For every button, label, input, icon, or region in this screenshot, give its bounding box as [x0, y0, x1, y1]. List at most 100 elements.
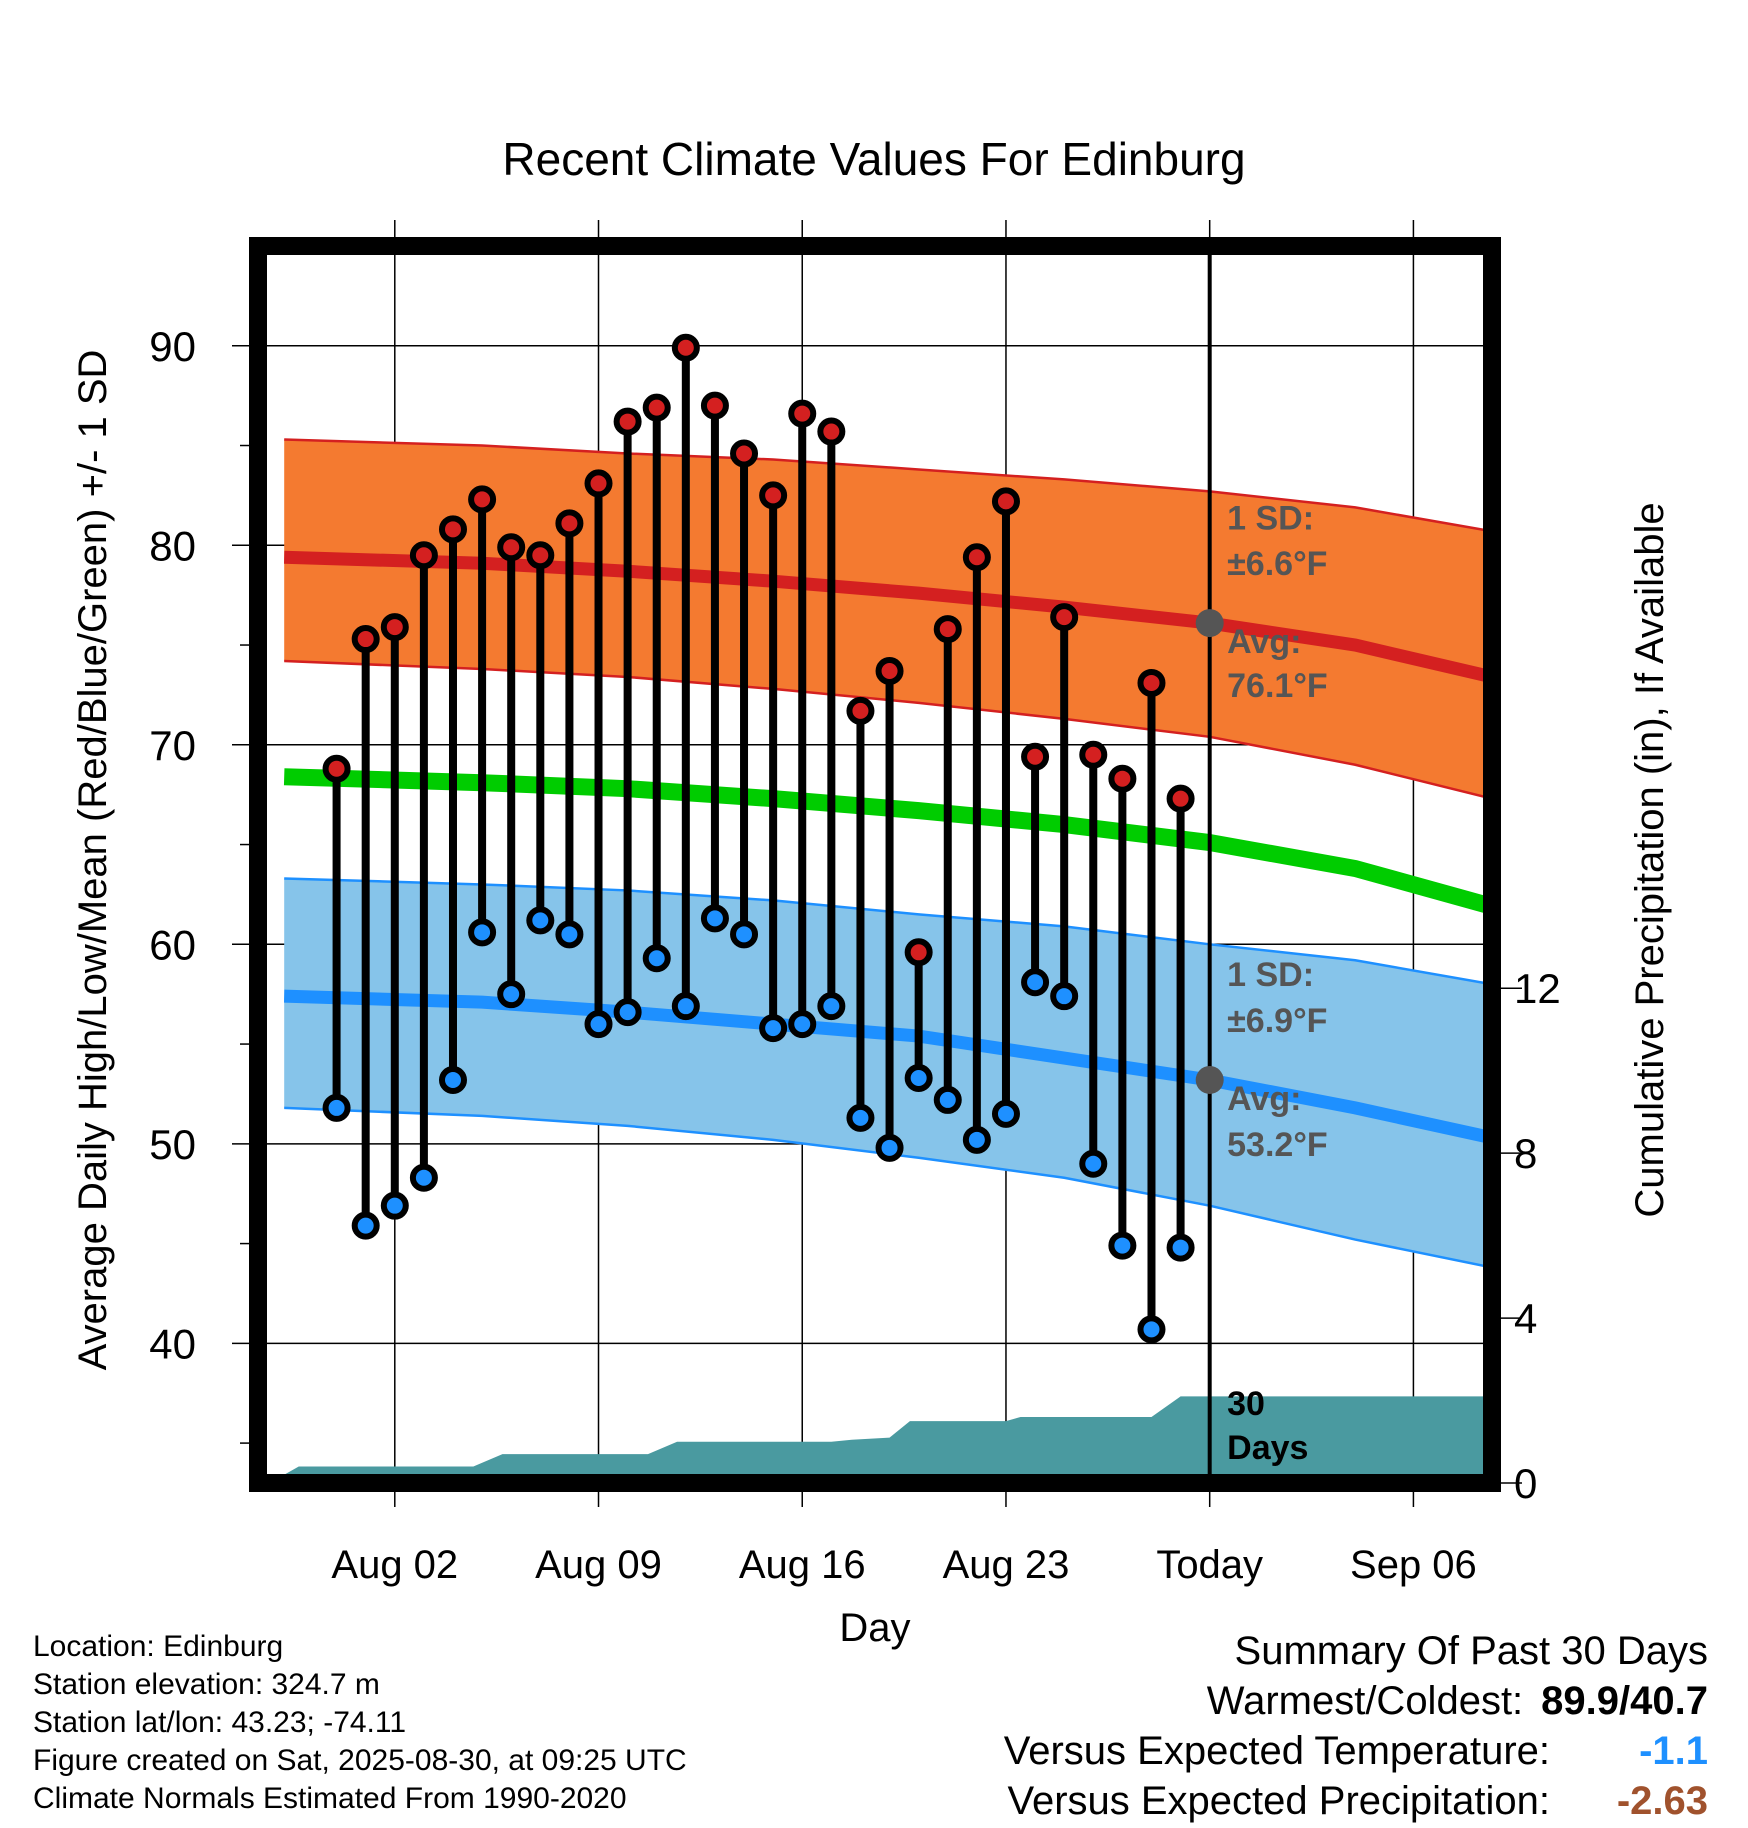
- daily-high-point: [409, 541, 438, 570]
- normal-annotation: 76.1°F: [1227, 667, 1328, 705]
- temp-anomaly-row: Versus Expected Temperature: -1.1: [1004, 1726, 1708, 1776]
- normal-annotation: Avg:: [1227, 1080, 1301, 1118]
- daily-high-point: [497, 533, 526, 562]
- daily-low-point: [497, 980, 526, 1009]
- daily-high-point: [962, 543, 991, 572]
- daily-high-point: [1021, 742, 1050, 771]
- daily-low-point: [933, 1085, 962, 1114]
- daily-high-point: [904, 938, 933, 967]
- days-window-label: Days: [1227, 1429, 1308, 1467]
- x-tick-label: Today: [1156, 1543, 1263, 1587]
- days-window-label: 30: [1227, 1385, 1265, 1423]
- daily-low-point: [468, 918, 497, 947]
- daily-high-point: [322, 754, 351, 783]
- normal-annotation: Avg:: [1227, 623, 1301, 661]
- daily-high-point: [613, 407, 642, 436]
- y2-tick-label: 12: [1514, 965, 1561, 1012]
- daily-high-point: [1050, 603, 1079, 632]
- daily-low-point: [409, 1163, 438, 1192]
- daily-high-point: [846, 696, 875, 725]
- cumulative-precip-area: [269, 1396, 1492, 1483]
- daily-low-point: [700, 904, 729, 933]
- station-info: Location: Edinburg Station elevation: 32…: [33, 1628, 687, 1818]
- plot-border: [249, 237, 1501, 1492]
- precip-anomaly-value: -2.63: [1616, 1779, 1708, 1823]
- plot-frame: [249, 237, 1501, 1492]
- daily-high-point: [875, 656, 904, 685]
- normal-annotation: ±6.9°F: [1227, 1002, 1327, 1040]
- y-tick-label: 90: [149, 323, 196, 370]
- daily-high-point: [730, 439, 759, 468]
- daily-low-point: [613, 998, 642, 1027]
- daily-low-point: [584, 1010, 613, 1039]
- today-low-avg-marker: [1195, 1065, 1224, 1094]
- precipitation-area: [269, 1396, 1492, 1483]
- precip-anomaly-label: Versus Expected Precipitation:: [1007, 1779, 1550, 1823]
- daily-high-point: [991, 487, 1020, 516]
- daily-low-point: [788, 1010, 817, 1039]
- daily-low-point: [322, 1093, 351, 1122]
- daily-low-point: [962, 1125, 991, 1154]
- temp-anomaly-value: -1.1: [1639, 1729, 1708, 1773]
- daily-high-point: [642, 393, 671, 422]
- daily-low-point: [642, 944, 671, 973]
- y2-tick-label: 4: [1514, 1295, 1537, 1342]
- y-tick-label: 70: [149, 722, 196, 769]
- daily-low-point: [1050, 982, 1079, 1011]
- daily-low-point: [1021, 968, 1050, 997]
- daily-high-point: [700, 391, 729, 420]
- high-sd-band: [284, 439, 1492, 799]
- x-tick-label: Aug 09: [535, 1543, 662, 1587]
- daily-high-point: [1137, 668, 1166, 697]
- y-tick-label: 80: [149, 522, 196, 569]
- daily-low-point: [846, 1103, 875, 1132]
- x-tick-label: Aug 02: [331, 1543, 458, 1587]
- daily-high-point: [933, 615, 962, 644]
- y-tick-label: 40: [149, 1320, 196, 1367]
- chart-title: Recent Climate Values For Edinburg: [502, 133, 1245, 185]
- y-tick-label: 50: [149, 1121, 196, 1168]
- daily-low-point: [991, 1099, 1020, 1128]
- low-lower-sd-line: [284, 1106, 1492, 1269]
- summary-title: Summary Of Past 30 Days: [1234, 1629, 1708, 1673]
- daily-high-point: [1108, 764, 1137, 793]
- high-normal-line: [283, 550, 1492, 684]
- elevation-text: Station elevation: 324.7 m: [33, 1668, 380, 1701]
- daily-low-point: [817, 992, 846, 1021]
- daily-low-point: [438, 1065, 467, 1094]
- daily-low-point: [730, 920, 759, 949]
- daily-low-point: [671, 992, 700, 1021]
- temp-anomaly-label: Versus Expected Temperature:: [1003, 1729, 1550, 1773]
- daily-high-point: [671, 333, 700, 362]
- location-text: Location: Edinburg: [33, 1630, 284, 1663]
- y-axis-label: Average Daily High/Low/Mean (Red/Blue/Gr…: [71, 350, 115, 1371]
- daily-high-point: [380, 613, 409, 642]
- high-lower-sd-line: [284, 659, 1492, 800]
- normal-annotation: 1 SD:: [1227, 956, 1314, 994]
- low-upper-sd-line: [284, 877, 1492, 986]
- x-tick-label: Sep 06: [1350, 1543, 1477, 1587]
- y2-tick-label: 0: [1514, 1460, 1537, 1507]
- daily-stems: [332, 246, 1212, 1483]
- daily-high-point: [468, 485, 497, 514]
- daily-low-point: [351, 1211, 380, 1240]
- normal-annotation: 53.2°F: [1227, 1126, 1328, 1164]
- warm-cold-row: Warmest/Coldest: 89.9/40.7: [1004, 1676, 1708, 1726]
- today-high-avg-marker: [1195, 609, 1224, 638]
- daily-low-point: [526, 906, 555, 935]
- x-tick-label: Aug 23: [943, 1543, 1070, 1587]
- normals-text: Climate Normals Estimated From 1990-2020: [33, 1782, 627, 1815]
- warm-cold-value: 89.9/40.7: [1541, 1679, 1708, 1723]
- daily-low-point: [1108, 1231, 1137, 1260]
- x-tick-label: Aug 16: [739, 1543, 866, 1587]
- daily-high-point: [788, 399, 817, 428]
- daily-low-point: [904, 1063, 933, 1092]
- daily-high-point: [759, 481, 788, 510]
- daily-low-point: [380, 1191, 409, 1220]
- daily-low-point: [759, 1014, 788, 1043]
- high-upper-sd-line: [284, 438, 1492, 533]
- annotations: 1 SD: ±6.6°F Avg: 76.1°F 1 SD: ±6.9°F Avg: 53.2…: [1227, 499, 1328, 1467]
- daily-high-point: [1166, 784, 1195, 813]
- y2-axis-label: Cumulative Precipitation (in), If Availa…: [1628, 502, 1672, 1217]
